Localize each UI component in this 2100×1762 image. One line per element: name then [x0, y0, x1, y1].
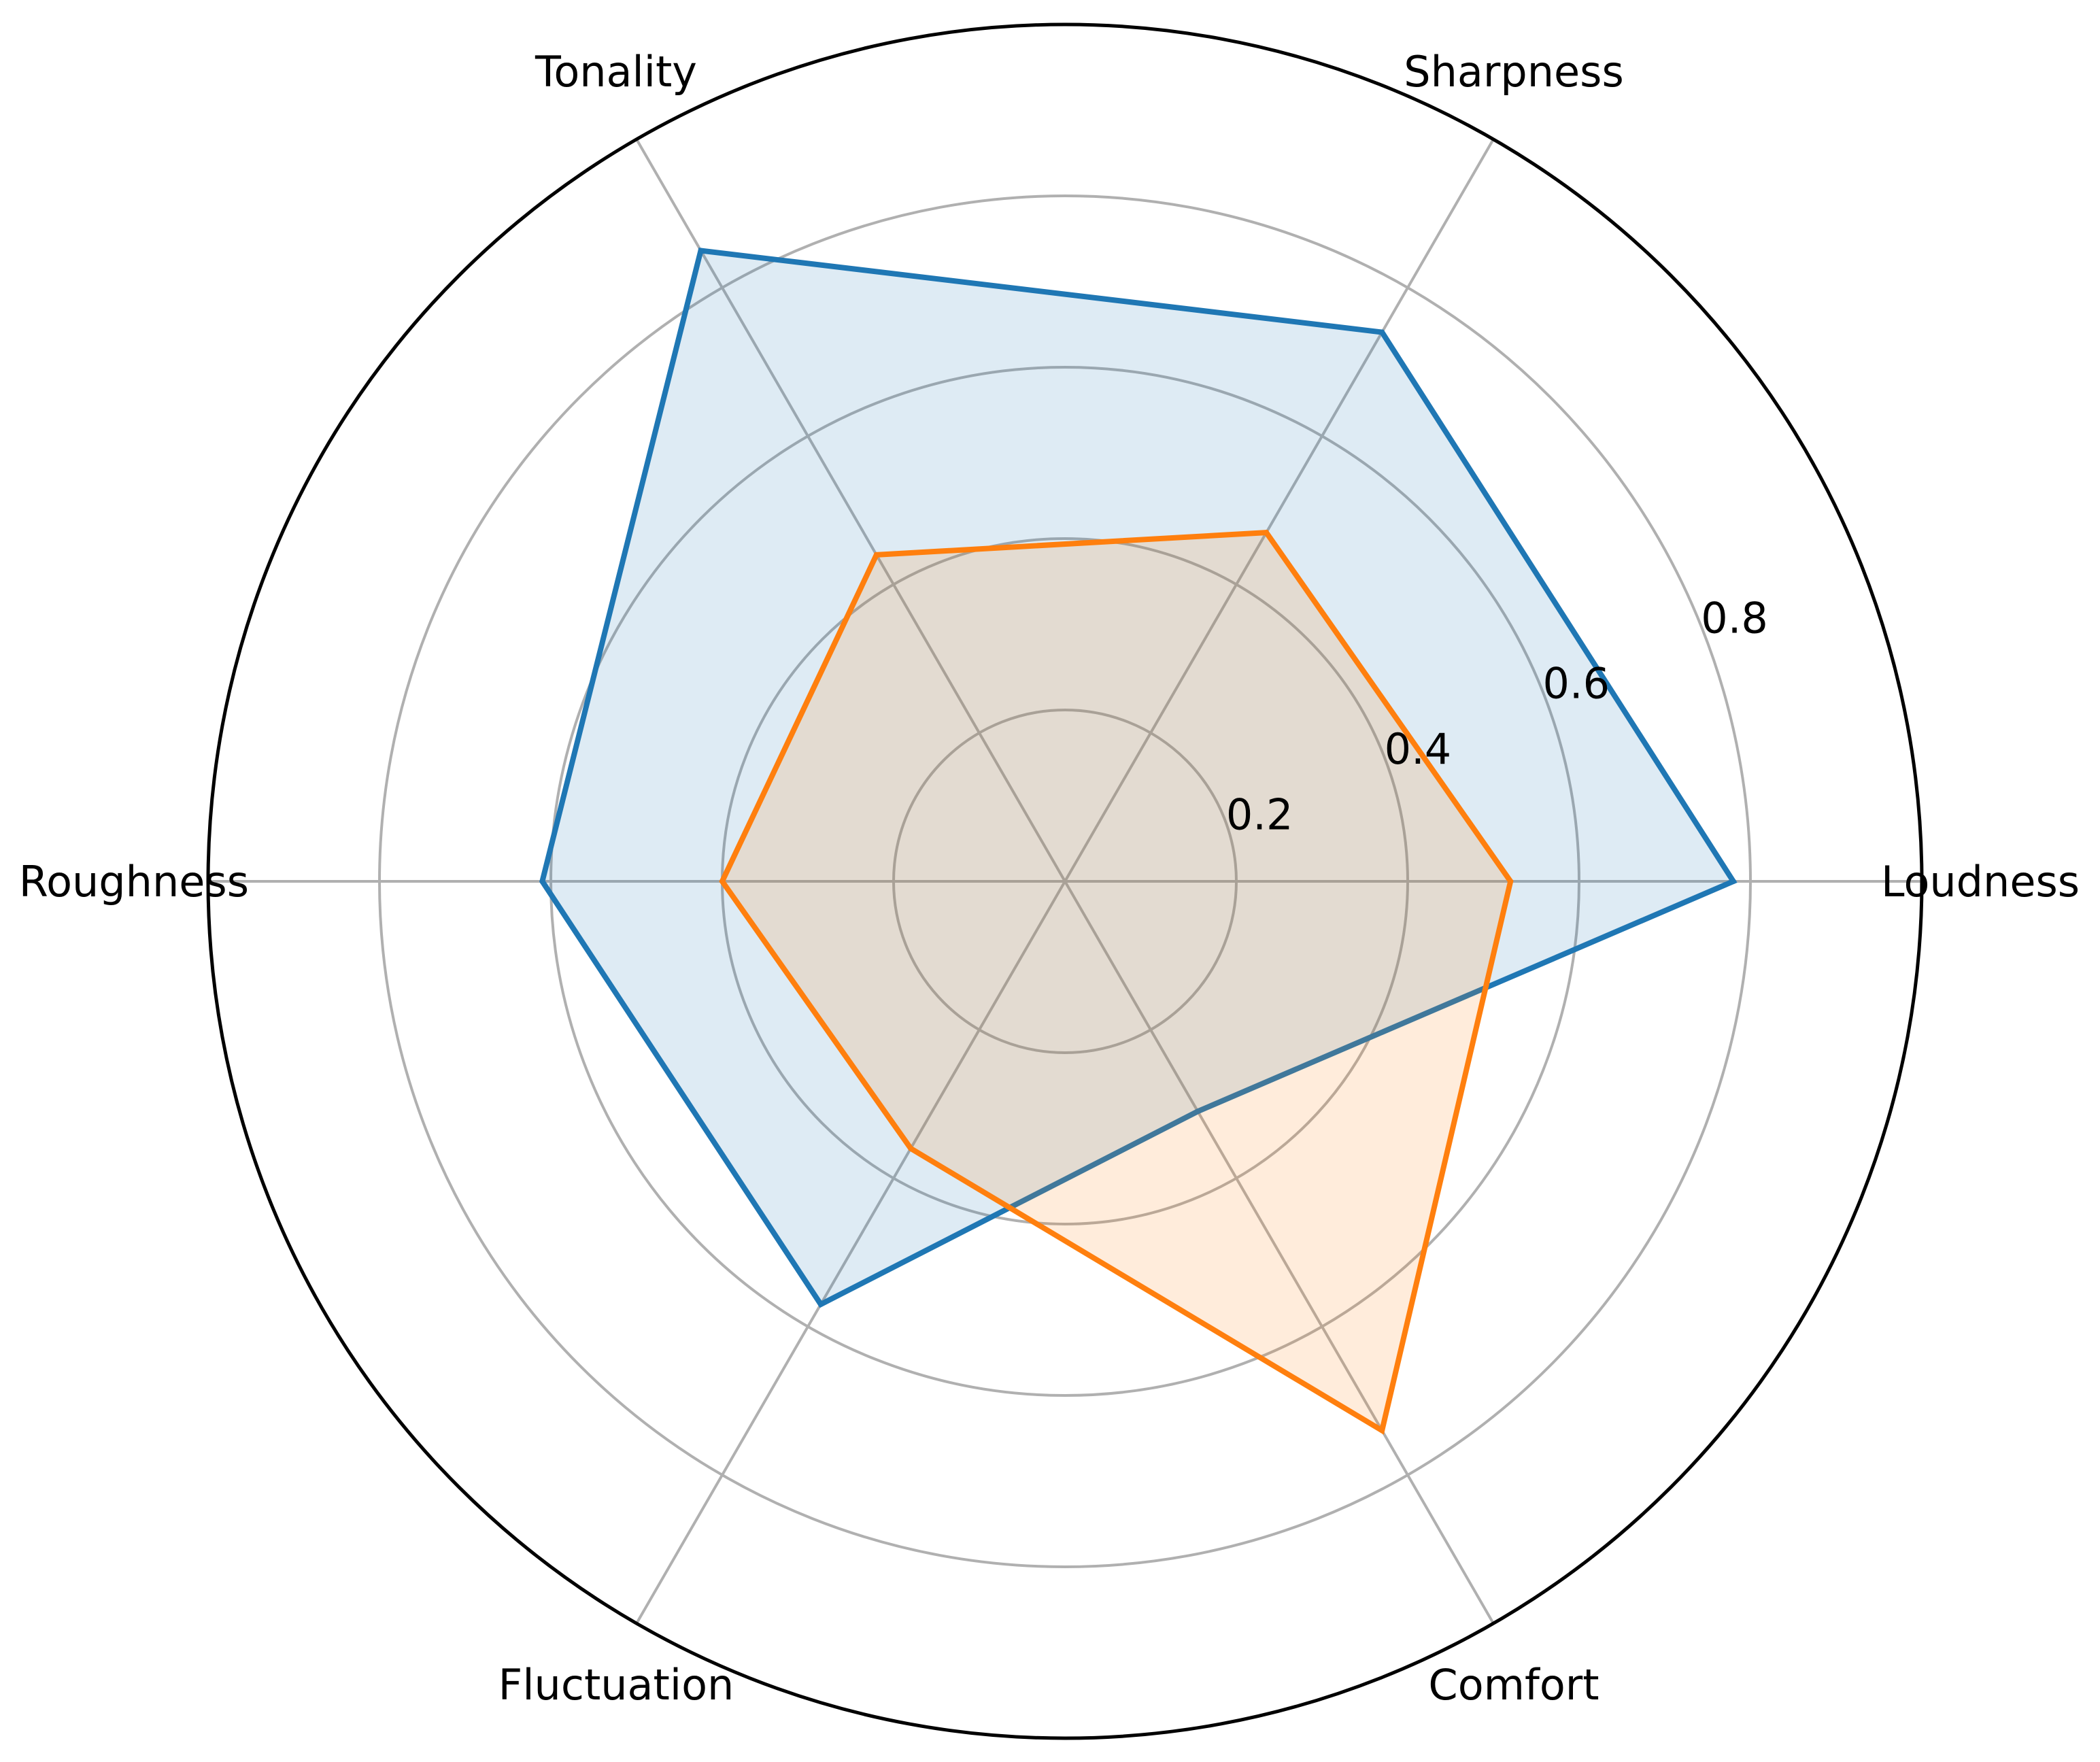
outer-frame — [206, 22, 1924, 1740]
series-0-point-comfort — [1195, 1108, 1201, 1115]
r-tick-label: 0.6 — [1542, 659, 1610, 709]
label-layer: 0.2 0.4 0.6 0.8 Loudness Sharpness Tonality Rou… — [19, 47, 2080, 1710]
series-0-point-roughness — [539, 879, 545, 884]
series-1-point-comfort — [1379, 1427, 1385, 1434]
series-1-point-loudness — [1508, 879, 1514, 884]
spoke-comfort — [1064, 880, 1495, 1625]
spoke-tonality — [635, 138, 1066, 883]
axis-label-roughness: Roughness — [19, 857, 249, 907]
series-0-area — [542, 250, 1733, 1304]
spoke-fluctuation — [635, 880, 1066, 1625]
spoke-sharpness — [1064, 138, 1495, 883]
axis-label-fluctuation: Fluctuation — [498, 1660, 734, 1710]
series-1-point-roughness — [719, 879, 725, 884]
grid-layer — [208, 138, 1922, 1625]
outer-circle — [206, 22, 1924, 1740]
series-1-area — [722, 532, 1511, 1431]
axis-label-comfort: Comfort — [1428, 1660, 1599, 1710]
series-0-point-sharpness — [1379, 329, 1385, 335]
r-tick-label: 0.2 — [1226, 790, 1293, 840]
axis-label-sharpness: Sharpness — [1404, 47, 1624, 97]
r-tick-label: 0.8 — [1701, 593, 1768, 643]
r-tick-label: 0.4 — [1385, 724, 1452, 774]
axis-label-tonality: Tonality — [535, 47, 697, 97]
series-0-point-fluctuation — [817, 1301, 824, 1307]
series-layer — [539, 248, 1738, 1435]
series-0-point-tonality — [698, 248, 704, 254]
series-1-point-sharpness — [1264, 530, 1270, 536]
series-1-point-tonality — [873, 552, 879, 558]
series-0-point-loudness — [1730, 879, 1736, 884]
axis-label-loudness: Loudness — [1881, 857, 2080, 907]
series-1-point-fluctuation — [908, 1145, 914, 1151]
